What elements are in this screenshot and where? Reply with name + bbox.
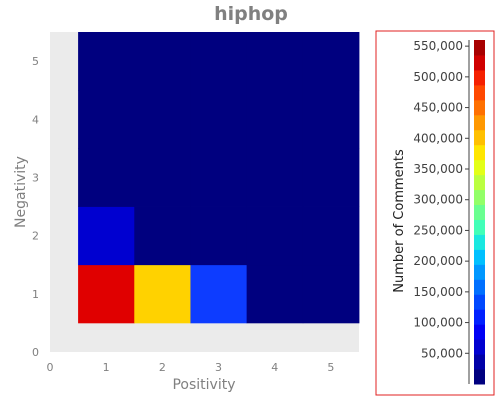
- heatmap-cell-2-5: [134, 32, 191, 91]
- heatmap-cell-4-1: [246, 264, 304, 324]
- colorbar-title: Number of Comments: [392, 149, 407, 293]
- heatmap-cell-1-3: [78, 148, 135, 207]
- heatmap-cell-5-4: [302, 90, 360, 149]
- y-tick-label: 2: [32, 230, 39, 243]
- y-tick-label: 3: [32, 171, 39, 184]
- colorbar-band: [474, 84, 485, 101]
- x-tick-label: 1: [103, 361, 110, 374]
- colorbar-bands: [468, 40, 485, 385]
- heatmap-cell-5-5: [302, 32, 360, 91]
- colorbar-tick-label: 200,000: [413, 254, 463, 268]
- colorbar-tick-label: 450,000: [413, 101, 463, 115]
- heatmap-cell-4-5: [246, 32, 304, 91]
- x-tick-label: 3: [215, 361, 222, 374]
- x-tick-label: 4: [271, 361, 278, 374]
- colorbar-band: [474, 114, 485, 131]
- heatmap-cell-1-4: [78, 90, 135, 149]
- colorbar-tick-label: 500,000: [413, 70, 463, 84]
- heatmap-cell-3-3: [190, 148, 248, 207]
- colorbar-band: [474, 129, 485, 146]
- colorbar-band: [474, 249, 485, 265]
- x-axis-ticks: 0 1 2 3 4 5: [47, 361, 335, 374]
- heatmap-cell-3-5: [190, 32, 248, 91]
- colorbar-band: [474, 354, 485, 370]
- heatmap-cell-2-3: [134, 148, 191, 207]
- colorbar-band: [474, 369, 485, 385]
- heatmap-cell-3-4: [190, 90, 248, 149]
- colorbar-band: [474, 294, 485, 310]
- heatmap-cells: [78, 32, 360, 324]
- colorbar-band: [474, 99, 485, 116]
- colorbar-band: [474, 219, 485, 235]
- y-tick-label: 5: [32, 55, 39, 68]
- colorbar-band: [474, 279, 485, 295]
- colorbar-tick-label: 100,000: [413, 316, 463, 330]
- x-tick-label: 2: [159, 361, 166, 374]
- x-tick-label: 0: [47, 361, 54, 374]
- colorbar-band: [474, 264, 485, 280]
- colorbar-band: [474, 174, 485, 191]
- colorbar-band: [474, 189, 485, 206]
- heatmap-cell-2-4: [134, 90, 191, 149]
- colorbar-band: [474, 309, 485, 325]
- y-tick-label: 1: [32, 288, 39, 301]
- colorbar-band: [474, 204, 485, 220]
- colorbar-ticks: 50,000 100,000 150,000 200,000 250,000 300,00…: [413, 39, 469, 360]
- heatmap-cell-4-3: [246, 148, 304, 207]
- heatmap-cell-5-3: [302, 148, 360, 207]
- heatmap-cell-1-5: [78, 32, 135, 91]
- heatmap-cell-1-1: [78, 264, 135, 324]
- heatmap-cell-1-2: [78, 206, 135, 266]
- colorbar-band: [474, 40, 485, 56]
- colorbar-band: [474, 144, 485, 161]
- y-tick-label: 0: [32, 346, 39, 359]
- y-tick-label: 4: [32, 113, 39, 126]
- colorbar-frame: [375, 30, 495, 396]
- heatmap-cell-3-2: [190, 206, 248, 266]
- y-axis-ticks: 0 1 2 3 4 5: [32, 55, 39, 359]
- colorbar-tick-label: 150,000: [413, 285, 463, 299]
- colorbar-band: [474, 339, 485, 355]
- chart-title: hiphop: [214, 3, 288, 25]
- colorbar-tick-label: 300,000: [413, 193, 463, 207]
- colorbar-band: [474, 54, 485, 71]
- heatmap-cell-2-1: [134, 264, 191, 324]
- x-tick-label: 5: [327, 361, 334, 374]
- heatmap-cell-5-1: [302, 264, 360, 324]
- heatmap-cell-3-1: [190, 264, 248, 324]
- heatmap-cell-4-2: [246, 206, 304, 266]
- x-axis-label: Positivity: [172, 377, 235, 393]
- colorbar-tick-label: 250,000: [413, 223, 463, 237]
- colorbar-band: [474, 69, 485, 86]
- colorbar-tick-label: 350,000: [413, 162, 463, 176]
- y-axis-label: Negativity: [13, 156, 29, 228]
- colorbar-band: [474, 159, 485, 176]
- heatmap-cell-5-2: [302, 206, 360, 266]
- colorbar-band: [474, 324, 485, 340]
- colorbar-tick-label: 50,000: [421, 346, 463, 360]
- colorbar-band: [474, 234, 485, 250]
- heatmap-cell-4-4: [246, 90, 304, 149]
- colorbar-tick-label: 550,000: [413, 39, 463, 53]
- heatmap-cell-2-2: [134, 206, 191, 266]
- colorbar-tick-label: 400,000: [413, 131, 463, 145]
